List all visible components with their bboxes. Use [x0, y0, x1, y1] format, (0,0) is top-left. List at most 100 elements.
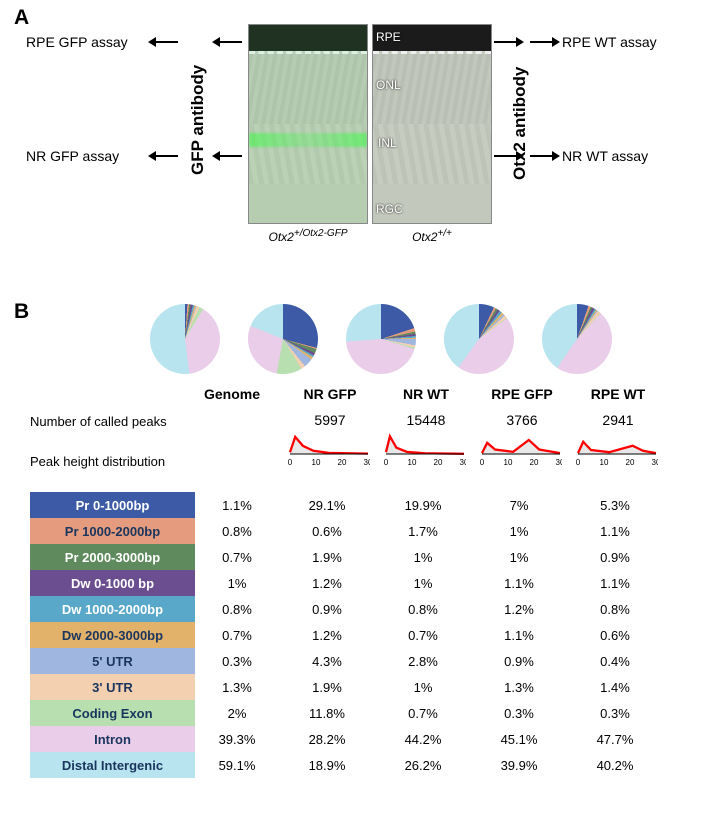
value-cell: 0.3% [567, 700, 663, 726]
value-cell: 1.3% [195, 674, 279, 700]
value-cell: 4.3% [279, 648, 375, 674]
colhead-genome: Genome [186, 386, 278, 402]
table-row: Distal Intergenic59.1%18.9%26.2%39.9%40.… [30, 752, 663, 778]
svg-text:10: 10 [312, 458, 321, 466]
value-cell: 0.4% [567, 648, 663, 674]
value-cell: 59.1% [195, 752, 279, 778]
panel-a: A RPE GFP assay NR GFP assay RPE WT assa… [0, 0, 705, 300]
svg-text:0: 0 [288, 458, 293, 466]
table-row: Intron39.3%28.2%44.2%45.1%47.7% [30, 726, 663, 752]
value-cell: 1.9% [279, 674, 375, 700]
value-cell: 1.1% [195, 492, 279, 518]
arrow-icon [210, 34, 244, 50]
value-cell: 1.4% [567, 674, 663, 700]
pie-genome [150, 304, 220, 374]
value-cell: 1.7% [375, 518, 471, 544]
value-cell: 5.3% [567, 492, 663, 518]
value-cell: 1.1% [567, 570, 663, 596]
svg-text:30: 30 [364, 458, 370, 466]
pie-nr-wt [346, 304, 416, 374]
category-cell: Intron [30, 726, 195, 752]
genotype-wt: Otx2+/+ [372, 228, 492, 244]
peaks-nr-wt: 15448 [380, 412, 472, 428]
table-row: 5' UTR0.3%4.3%2.8%0.9%0.4% [30, 648, 663, 674]
category-cell: Pr 0-1000bp [30, 492, 195, 518]
svg-text:10: 10 [600, 458, 609, 466]
svg-text:20: 20 [530, 458, 539, 466]
svg-text:10: 10 [408, 458, 417, 466]
value-cell: 1% [195, 570, 279, 596]
layer-rgc: RGC [376, 202, 403, 216]
table-row: Dw 2000-3000bp0.7%1.2%0.7%1.1%0.6% [30, 622, 663, 648]
category-cell: Pr 1000-2000bp [30, 518, 195, 544]
value-cell: 0.3% [471, 700, 567, 726]
category-cell: Dw 2000-3000bp [30, 622, 195, 648]
value-cell: 47.7% [567, 726, 663, 752]
value-cell: 2.8% [375, 648, 471, 674]
value-cell: 0.7% [375, 622, 471, 648]
label-rpe-gfp-assay: RPE GFP assay [26, 34, 128, 50]
value-cell: 1% [375, 674, 471, 700]
svg-text:20: 20 [626, 458, 635, 466]
panel-a-letter: A [14, 6, 29, 30]
value-cell: 40.2% [567, 752, 663, 778]
table-row: Coding Exon2%11.8%0.7%0.3%0.3% [30, 700, 663, 726]
percent-table: Pr 0-1000bp1.1%29.1%19.9%7%5.3%Pr 1000-2… [30, 492, 663, 778]
label-nr-gfp-assay: NR GFP assay [26, 148, 119, 164]
svg-text:30: 30 [556, 458, 562, 466]
category-cell: Pr 2000-3000bp [30, 544, 195, 570]
micrograph-gfp [248, 24, 368, 224]
label-gfp-antibody: GFP antibody [188, 55, 208, 175]
arrow-icon [146, 148, 180, 164]
value-cell: 1.2% [279, 622, 375, 648]
label-otx2-antibody: Otx2 antibody [510, 50, 530, 180]
value-cell: 0.6% [279, 518, 375, 544]
table-row: Dw 0-1000 bp1%1.2%1%1.1%1.1% [30, 570, 663, 596]
layer-rpe: RPE [376, 30, 401, 44]
sparkline-rpe-wt: 0102030 [576, 432, 658, 466]
arrow-icon [210, 148, 244, 164]
svg-text:10: 10 [504, 458, 513, 466]
category-cell: Coding Exon [30, 700, 195, 726]
value-cell: 1.1% [471, 570, 567, 596]
arrow-icon [528, 148, 562, 164]
category-cell: 3' UTR [30, 674, 195, 700]
peaks-rpe-wt: 2941 [572, 412, 664, 428]
value-cell: 44.2% [375, 726, 471, 752]
category-cell: Dw 1000-2000bp [30, 596, 195, 622]
colhead-nr-gfp: NR GFP [284, 386, 376, 402]
value-cell: 0.8% [195, 596, 279, 622]
value-cell: 7% [471, 492, 567, 518]
value-cell: 29.1% [279, 492, 375, 518]
value-cell: 1.2% [471, 596, 567, 622]
genotype-gfp: Otx2+/Otx2-GFP [248, 228, 368, 244]
arrow-icon [146, 34, 180, 50]
value-cell: 11.8% [279, 700, 375, 726]
value-cell: 0.8% [567, 596, 663, 622]
svg-text:20: 20 [434, 458, 443, 466]
category-cell: 5' UTR [30, 648, 195, 674]
value-cell: 39.3% [195, 726, 279, 752]
table-row: Pr 2000-3000bp0.7%1.9%1%1%0.9% [30, 544, 663, 570]
svg-text:0: 0 [384, 458, 389, 466]
pie-rpe-wt [542, 304, 612, 374]
value-cell: 45.1% [471, 726, 567, 752]
value-cell: 1% [375, 570, 471, 596]
svg-text:0: 0 [576, 458, 581, 466]
panel-b-letter: B [14, 300, 29, 324]
layer-onl: ONL [376, 78, 401, 92]
pie-nr-gfp [248, 304, 318, 374]
sparkline-nr-wt: 0 10 20 30 [384, 432, 466, 466]
value-cell: 0.9% [471, 648, 567, 674]
svg-text:20: 20 [338, 458, 347, 466]
value-cell: 1.3% [471, 674, 567, 700]
value-cell: 1.1% [471, 622, 567, 648]
value-cell: 0.8% [375, 596, 471, 622]
svg-text:30: 30 [460, 458, 466, 466]
value-cell: 1% [471, 518, 567, 544]
table-row: Pr 1000-2000bp0.8%0.6%1.7%1%1.1% [30, 518, 663, 544]
value-cell: 0.8% [195, 518, 279, 544]
value-cell: 39.9% [471, 752, 567, 778]
label-nr-wt-assay: NR WT assay [562, 148, 648, 164]
value-cell: 0.3% [195, 648, 279, 674]
